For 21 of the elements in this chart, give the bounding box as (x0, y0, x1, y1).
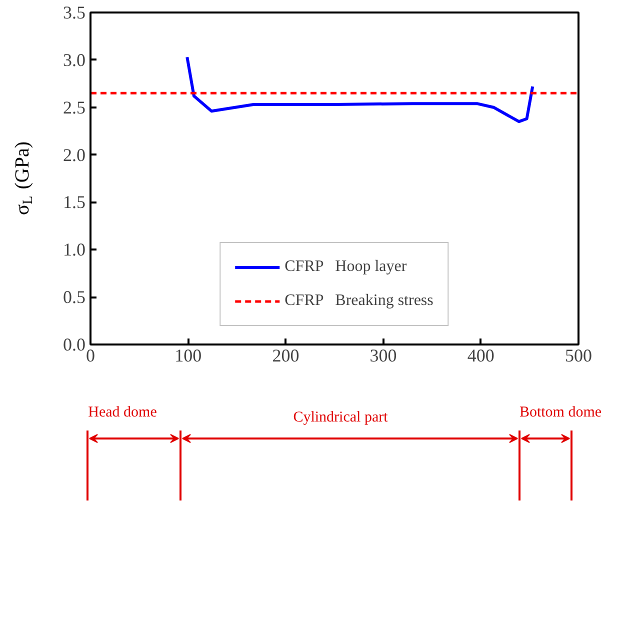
y-tick-label: 1.5 (63, 192, 86, 212)
legend-label: CFRP Hoop layer (284, 257, 407, 277)
line-series (186, 56, 534, 124)
y-tick-label: 1.0 (63, 240, 86, 260)
y-tick-label: 3.0 (63, 50, 86, 70)
text: Cylindrical part (293, 410, 389, 426)
text: Head dome (88, 404, 158, 420)
x-tick-label: 200 (272, 346, 300, 366)
y-tick-label: 2.0 (63, 144, 86, 165)
legend-label: CFRP Breaking stress (284, 291, 434, 311)
y-tick-label: 3.5 (63, 2, 86, 22)
text: Bottom dome (519, 404, 602, 420)
x-tick-label: 100 (174, 346, 202, 366)
x-tick-label: 0 (86, 346, 95, 366)
x-tick-label: 300 (370, 346, 397, 366)
x-tick-label: 400 (467, 346, 494, 366)
x-tick-label: 500 (565, 346, 592, 366)
y-tick-label: 0.0 (63, 334, 86, 354)
y-axis-title: σL (GPa) (12, 142, 36, 216)
y-tick-label: 0.5 (63, 287, 86, 308)
y-tick-label: 2.5 (63, 97, 86, 118)
